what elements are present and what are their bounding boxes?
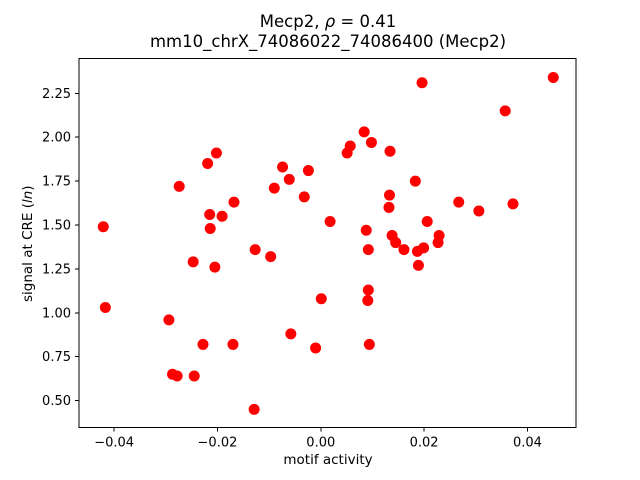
title-rho-value: = 0.41 — [335, 12, 397, 31]
x-tick-label: 0.02 — [410, 436, 439, 451]
scatter-point — [315, 293, 327, 305]
y-label-ln: ln — [20, 190, 36, 204]
scatter-point — [302, 165, 314, 177]
chart-title: Mecp2, ρ = 0.41 mm10_chrX_74086022_74086… — [8, 12, 640, 52]
scatter-point — [285, 328, 297, 340]
scatter-point — [418, 242, 430, 254]
y-tick-label: 1.75 — [42, 175, 71, 190]
scatter-point — [383, 201, 395, 213]
x-tick-label: −0.02 — [198, 436, 238, 451]
scatter-point — [268, 182, 280, 194]
plot-frame — [78, 58, 577, 428]
x-tick-label: −0.04 — [94, 436, 134, 451]
scatter-point — [362, 295, 374, 307]
scatter-point — [412, 259, 424, 271]
scatter-point — [362, 244, 374, 256]
scatter-point — [360, 224, 372, 236]
scatter-point — [383, 189, 395, 201]
scatter-point — [99, 302, 111, 314]
scatter-point — [416, 77, 428, 89]
scatter-point — [173, 180, 185, 192]
x-tick-label: 0.00 — [306, 436, 335, 451]
y-tick-label: 1.25 — [42, 262, 71, 277]
scatter-point — [227, 338, 239, 350]
scatter-point — [358, 126, 370, 138]
title-prefix: Mecp2, — [259, 12, 325, 31]
scatter-point — [210, 147, 222, 159]
scatter-point — [421, 215, 433, 227]
scatter-point — [283, 173, 295, 185]
scatter-point — [298, 191, 310, 203]
y-tick-label: 1.00 — [42, 306, 71, 321]
scatter-point — [363, 338, 375, 350]
scatter-point — [171, 370, 183, 382]
chart-subtitle: mm10_chrX_74086022_74086400 (Mecp2) — [149, 32, 507, 51]
scatter-point — [216, 210, 228, 222]
scatter-point — [277, 161, 289, 173]
scatter-point — [187, 256, 199, 268]
y-tick-label: 0.75 — [42, 350, 71, 365]
scatter-point — [204, 223, 216, 235]
scatter-point — [197, 338, 209, 350]
scatter-point — [390, 237, 402, 249]
scatter-point — [499, 105, 511, 117]
scatter-point — [473, 205, 485, 217]
scatter-point — [163, 314, 175, 326]
y-axis-label: signal at CRE (ln) — [20, 185, 36, 302]
title-rho-symbol: ρ — [324, 12, 336, 31]
scatter-point — [265, 251, 277, 263]
scatter-point — [362, 284, 374, 296]
scatter-point — [409, 175, 421, 187]
scatter-point — [547, 71, 559, 83]
y-label-prefix: signal at CRE ( — [20, 203, 36, 302]
y-tick-label: 2.00 — [42, 131, 71, 146]
scatter-point — [228, 196, 240, 208]
scatter-point — [97, 221, 109, 233]
scatter-point — [202, 158, 214, 170]
scatter-point — [398, 244, 410, 256]
scatter-point — [365, 136, 377, 148]
y-tick-label: 2.25 — [42, 87, 71, 102]
x-axis-label: motif activity — [283, 452, 373, 468]
y-tick-label: 0.50 — [42, 394, 71, 409]
x-tick-label: 0.04 — [513, 436, 542, 451]
chart-title-line1: Mecp2, ρ = 0.41 — [8, 12, 640, 32]
scatter-point — [188, 370, 200, 382]
scatter-point — [324, 215, 336, 227]
scatter-point — [341, 147, 353, 159]
scatter-point — [248, 403, 260, 415]
scatter-point — [204, 208, 216, 220]
y-label-suffix: ) — [20, 185, 36, 191]
scatter-point — [249, 244, 261, 256]
scatter-point — [433, 230, 445, 242]
scatter-point — [453, 196, 465, 208]
scatter-point — [384, 145, 396, 157]
scatter-point — [310, 342, 322, 354]
y-tick-label: 1.50 — [42, 218, 71, 233]
scatter-point — [507, 198, 519, 210]
scatter-point — [209, 261, 221, 273]
